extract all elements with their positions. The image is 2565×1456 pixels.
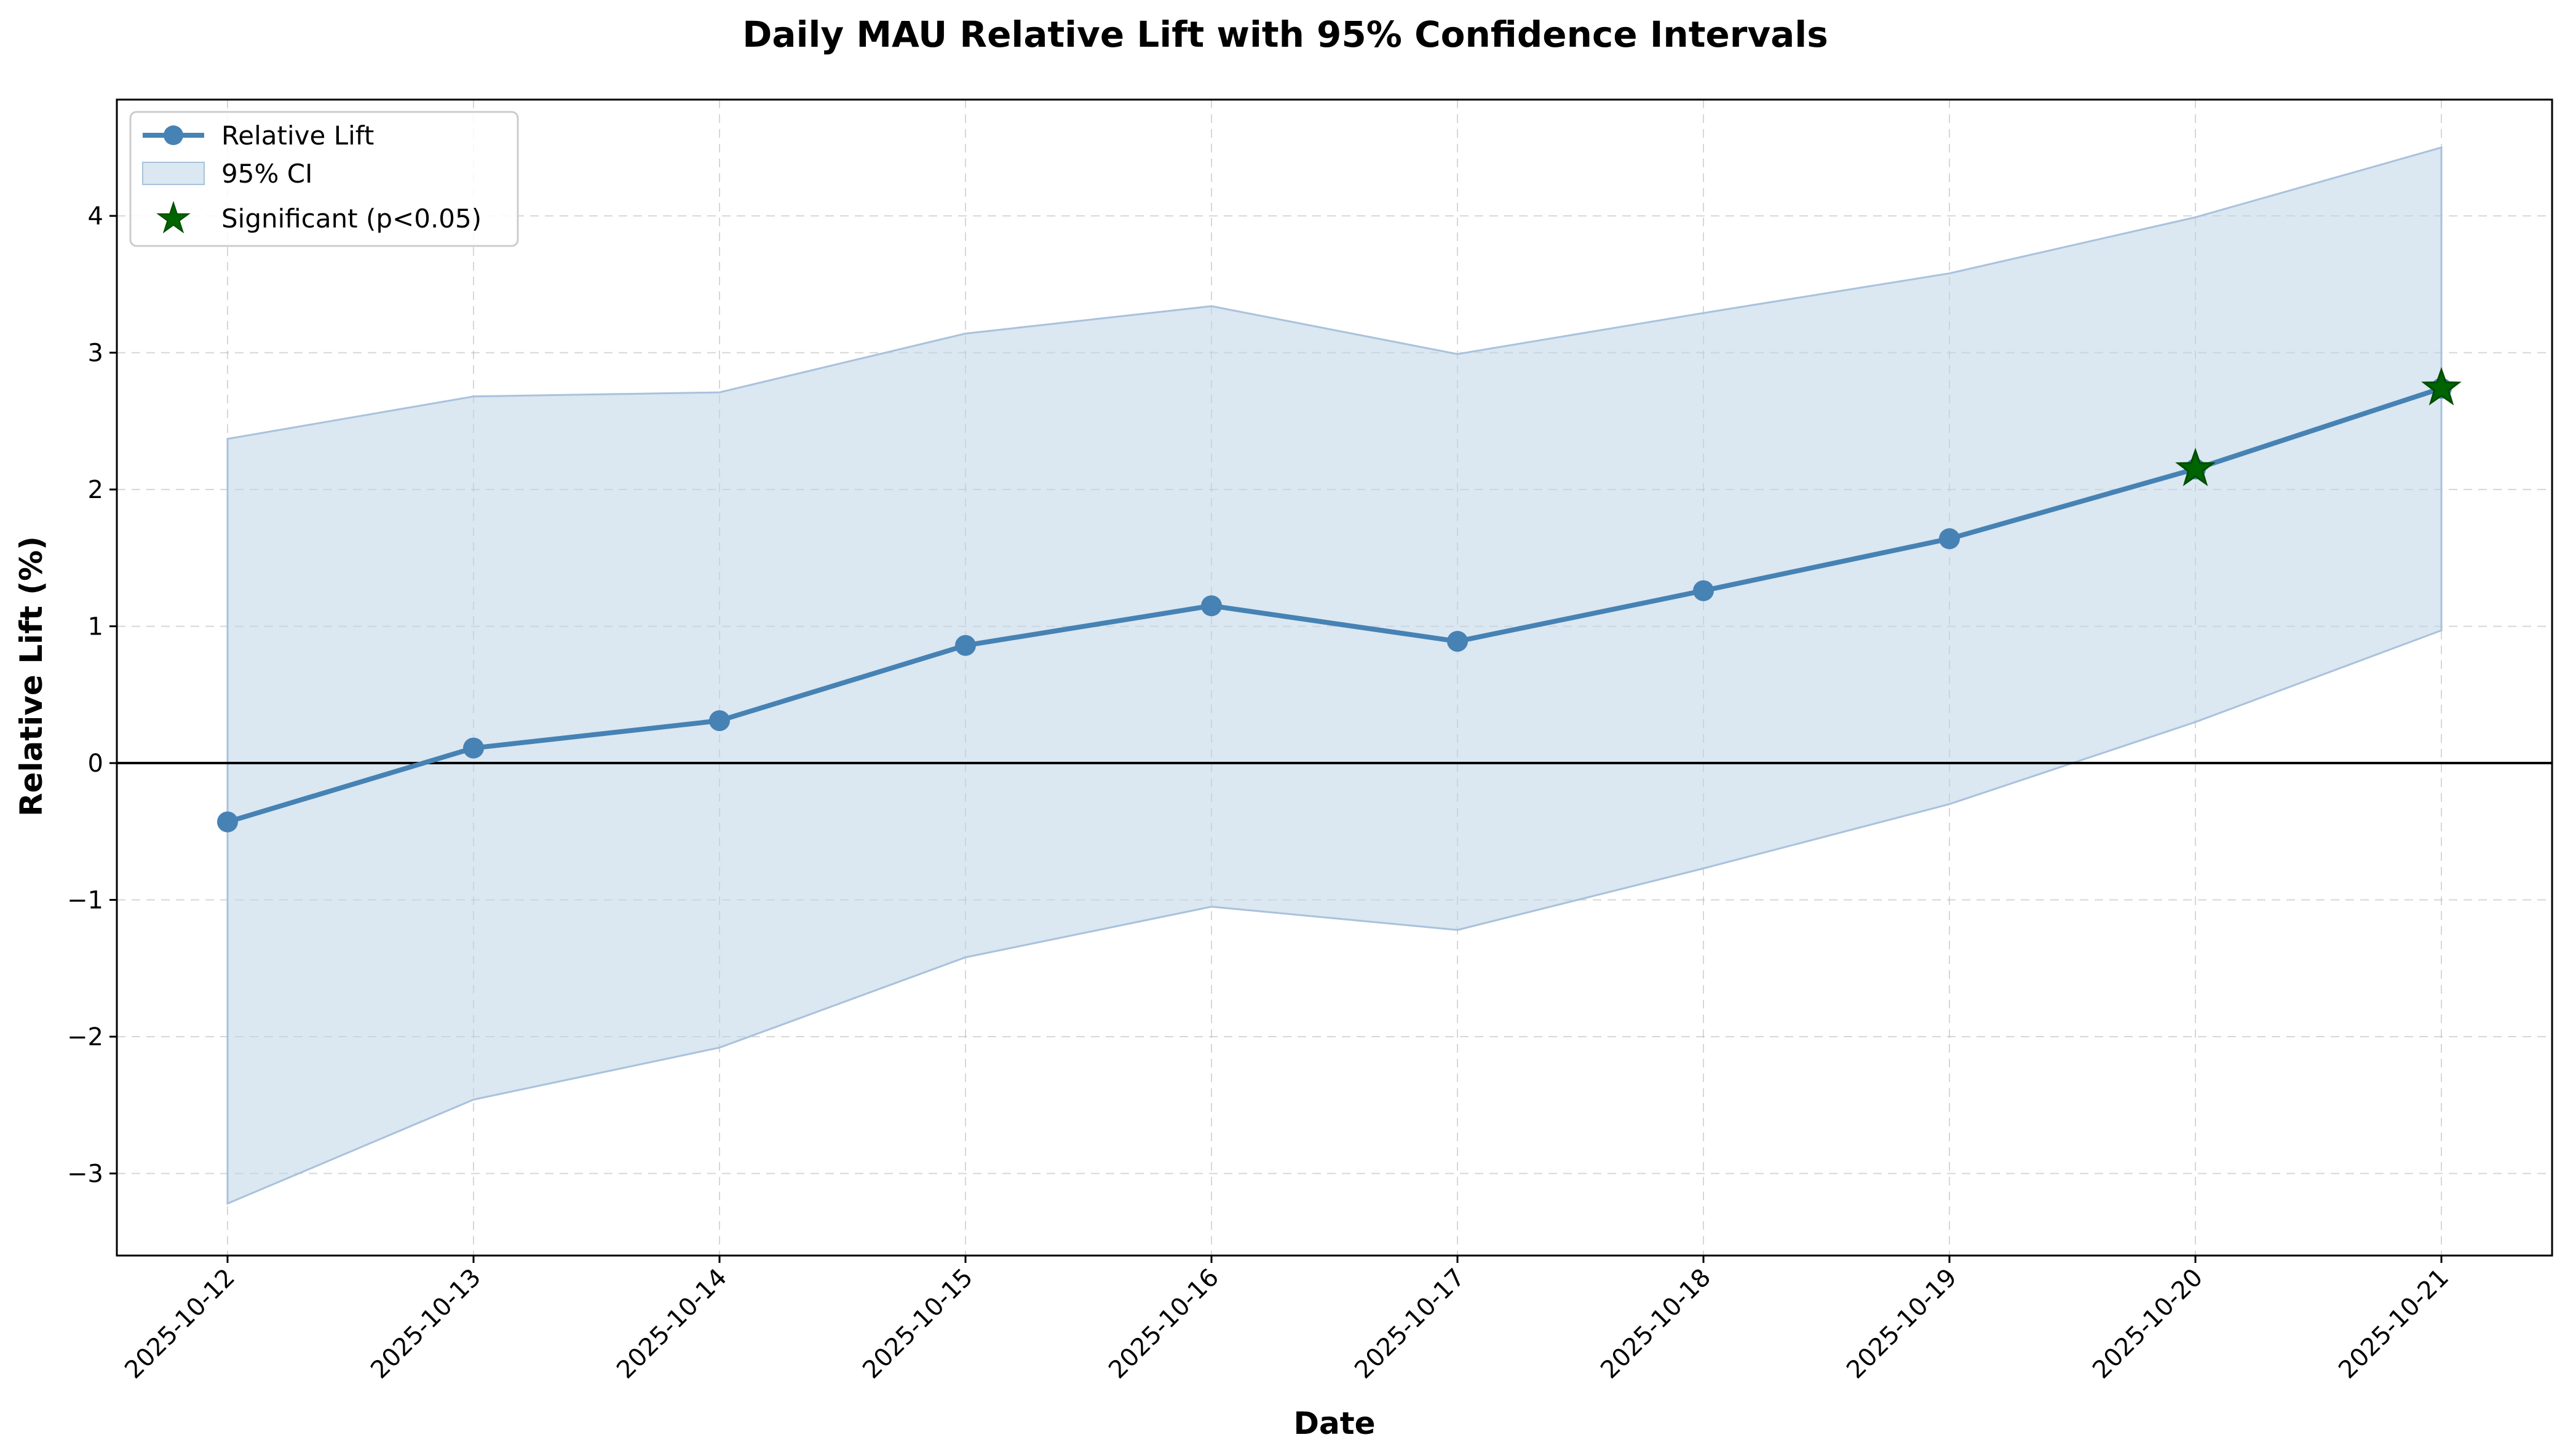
- x-axis-label: Date: [1293, 1406, 1375, 1441]
- relative-lift-point: [955, 635, 976, 656]
- ci-band-layer: [226, 146, 2443, 1205]
- chart-title: Daily MAU Relative Lift with 95% Confide…: [742, 14, 1828, 55]
- y-tick-label: 4: [88, 202, 103, 231]
- legend-entry-significant: Significant (p<0.05): [221, 204, 482, 234]
- relative-lift-point: [1447, 631, 1468, 652]
- relative-lift-point: [1939, 528, 1960, 550]
- ci-band: [226, 146, 2443, 1205]
- y-tick-label: −2: [67, 1023, 103, 1051]
- relative-lift-point: [1201, 595, 1222, 617]
- y-tick-label: 1: [88, 613, 103, 641]
- legend-entry-ci: 95% CI: [221, 159, 312, 189]
- plot-frame: [116, 98, 2553, 1257]
- relative-lift-point: [463, 737, 484, 759]
- legend-lift-marker-swatch: [164, 125, 183, 145]
- relative-lift-point: [1693, 580, 1714, 601]
- y-tick-label: −1: [67, 887, 103, 915]
- relative-lift-point: [217, 811, 238, 833]
- significant-star-marker: [2421, 366, 2462, 406]
- y-tick-label: 0: [88, 750, 103, 778]
- significant-star-marker: [2175, 448, 2216, 486]
- y-axis-ticks: −3 −2 −1 0 1 2 3 4: [67, 202, 117, 1189]
- relative-lift-point: [709, 710, 730, 732]
- legend-star-icon: [156, 200, 191, 234]
- legend-ci-swatch: [142, 162, 205, 185]
- legend-box: [129, 111, 519, 247]
- relative-lift-line: [226, 386, 2443, 825]
- significant-marker-layer: [2175, 366, 2462, 486]
- legend: Relative Lift 95% CI Significant (p<0.05…: [129, 111, 519, 247]
- y-tick-label: 3: [88, 339, 103, 368]
- legend-entry-relative-lift: Relative Lift: [221, 121, 374, 151]
- y-tick-label: −3: [67, 1160, 103, 1189]
- lift-line-layer: [226, 386, 2443, 825]
- y-tick-label: 2: [88, 476, 103, 504]
- y-axis-label: Relative Lift (%): [14, 536, 49, 817]
